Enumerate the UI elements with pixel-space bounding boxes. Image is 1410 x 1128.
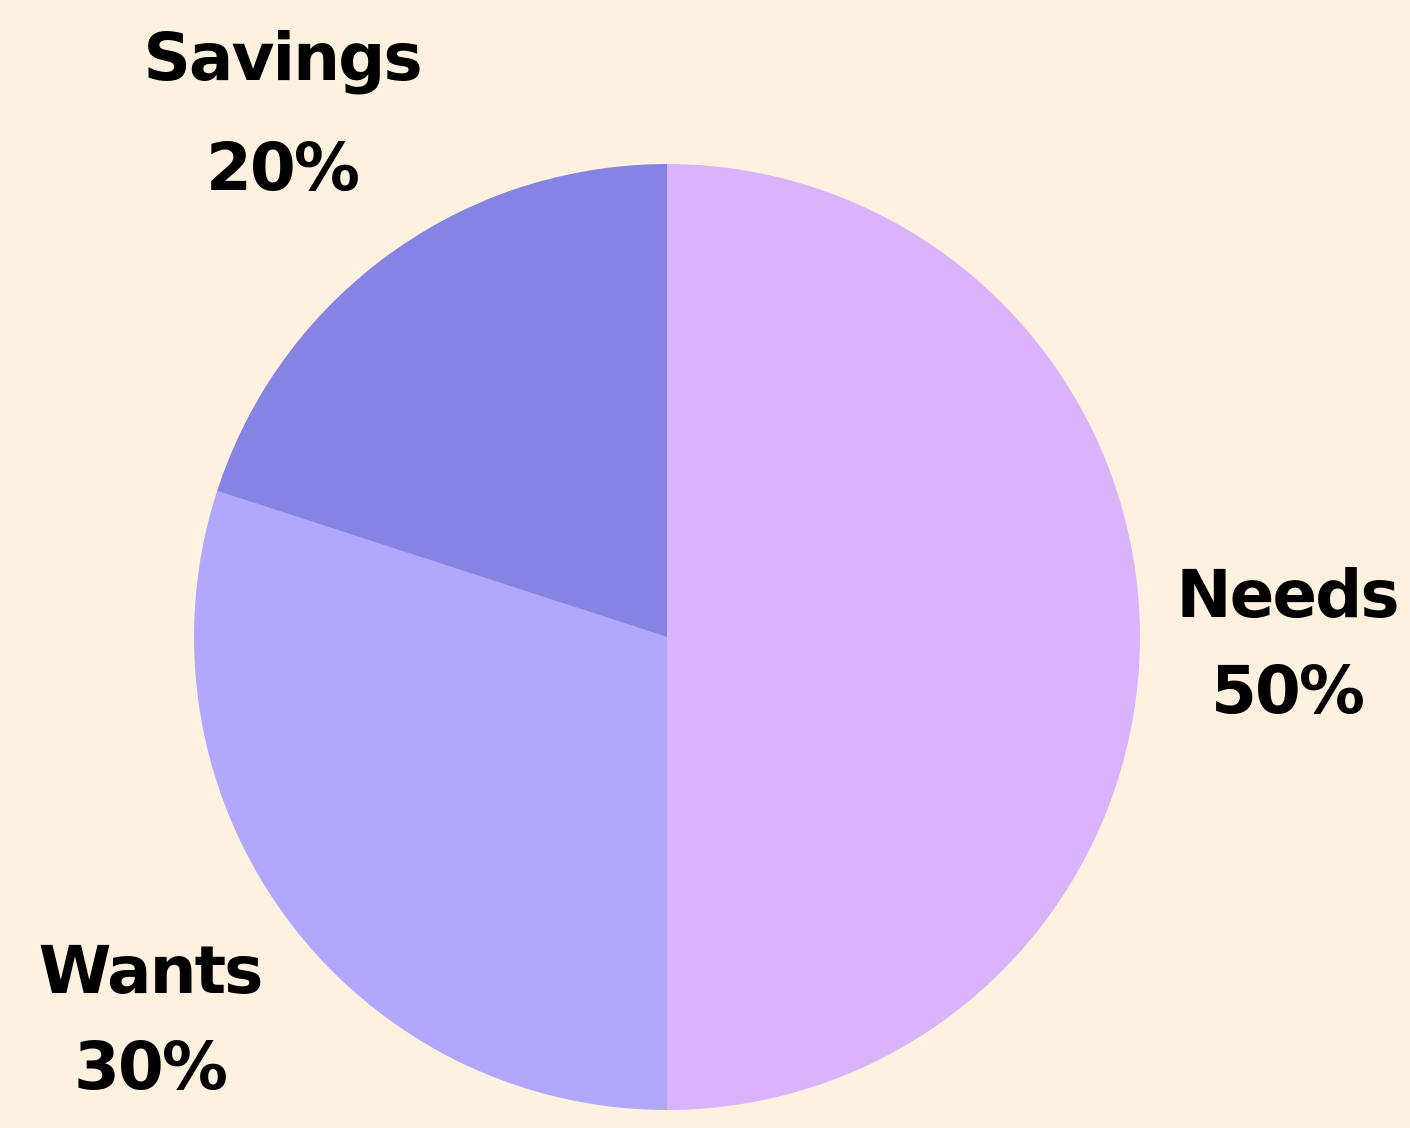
- pie-slice-savings: [217, 164, 667, 637]
- pie-slice-needs: [667, 164, 1140, 1110]
- slice-value-savings: 20%: [206, 129, 359, 206]
- slice-label-savings: Savings: [143, 19, 420, 96]
- pie-labels: Needs 50% Wants 30% Savings 20%: [39, 19, 1400, 1105]
- slice-value-needs: 50%: [1211, 652, 1364, 729]
- pie-slice-wants: [193, 490, 667, 1111]
- slice-label-needs: Needs: [1176, 556, 1397, 633]
- pie-slices: [193, 164, 1140, 1111]
- slice-label-wants: Wants: [39, 932, 262, 1009]
- slice-value-wants: 30%: [74, 1028, 227, 1105]
